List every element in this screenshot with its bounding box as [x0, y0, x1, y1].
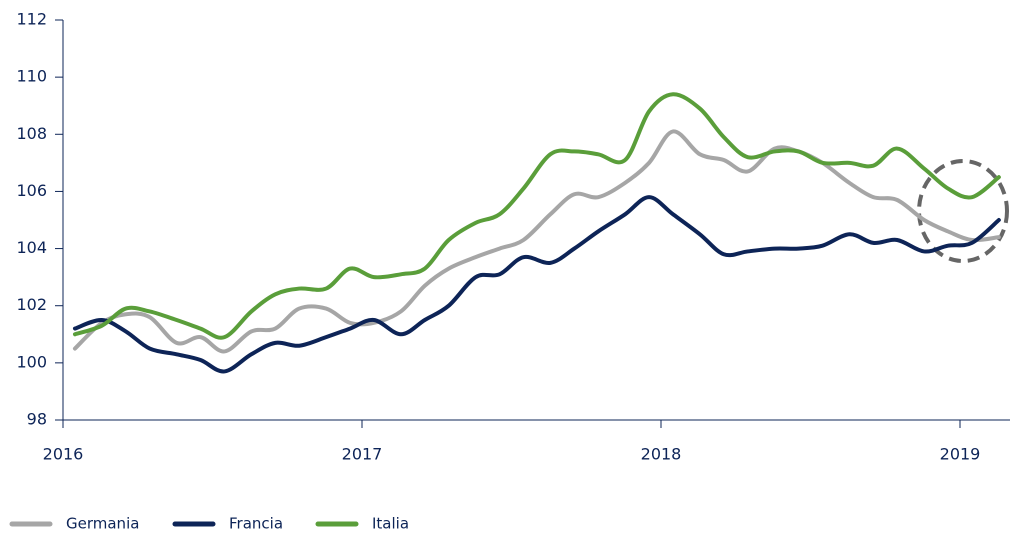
y-tick-label: 108 — [16, 124, 47, 143]
series-line — [72, 129, 1001, 354]
legend-label: Italia — [372, 515, 409, 533]
y-tick-label: 112 — [16, 10, 47, 29]
y-tick-label: 100 — [16, 352, 47, 371]
y-tick-label: 104 — [16, 238, 47, 257]
series-line — [72, 92, 1001, 340]
x-tick-label: 2019 — [940, 445, 981, 464]
y-tick-label: 110 — [16, 67, 47, 86]
highlight-circle — [917, 159, 1009, 263]
series-line — [72, 195, 1001, 374]
y-tick-label: 102 — [16, 295, 47, 314]
x-tick-label: 2017 — [342, 445, 383, 464]
x-tick-label: 2018 — [641, 445, 682, 464]
y-tick-label: 106 — [16, 181, 47, 200]
y-tick-label: 98 — [27, 410, 47, 429]
legend-label: Germania — [66, 515, 139, 533]
legend-label: Francia — [229, 515, 283, 533]
x-tick-label: 2016 — [43, 445, 84, 464]
